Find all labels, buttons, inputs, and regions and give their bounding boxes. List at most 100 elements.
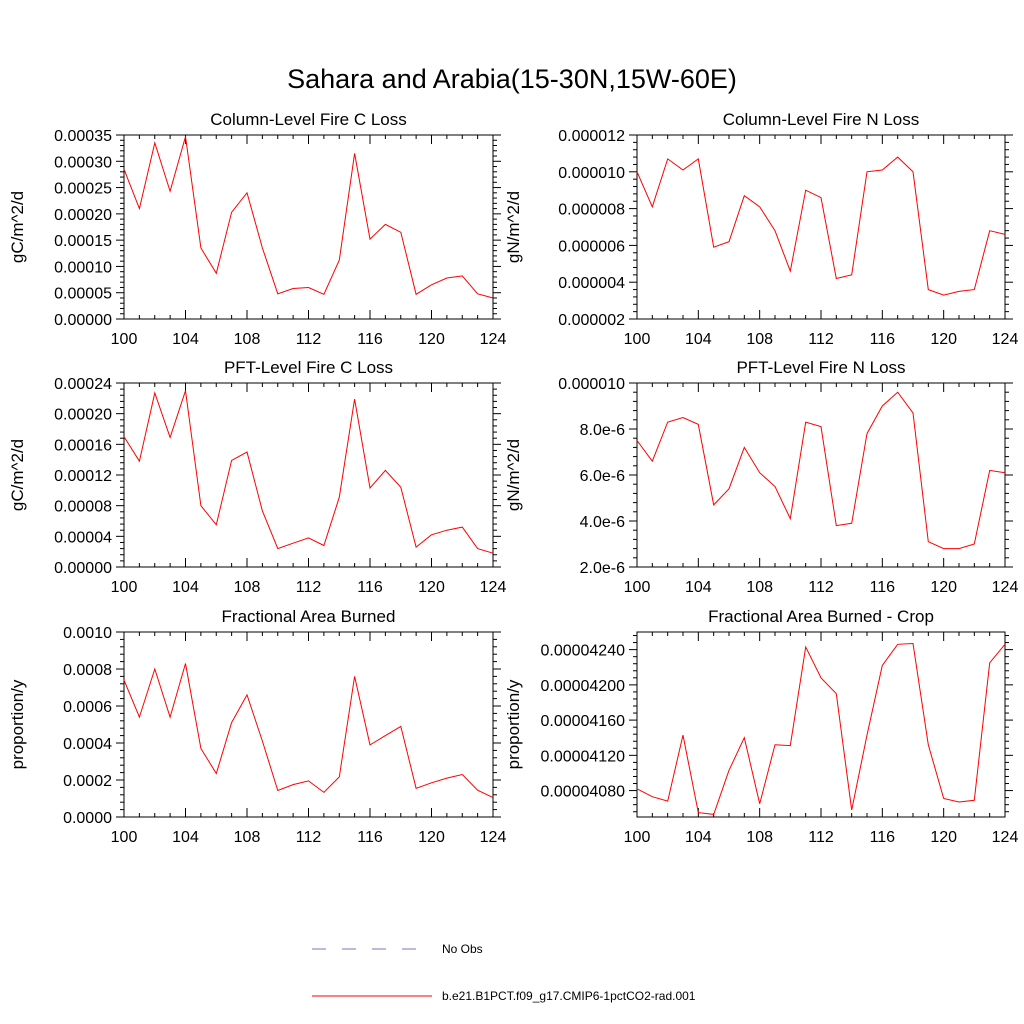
plot-frame — [636, 382, 1006, 568]
y-tick-label: 0.000002 — [558, 312, 625, 329]
x-tick-label: 108 — [234, 829, 261, 846]
legend-label-model: b.e21.B1PCT.f09_g17.CMIP6-1pctCO2-rad.00… — [442, 989, 696, 1003]
x-tick-label: 112 — [296, 829, 322, 846]
x-tick-label: 112 — [808, 829, 834, 846]
y-tick-label: 0.00004080 — [540, 784, 625, 801]
y-tick-label: 0.00000 — [54, 560, 112, 577]
plot-frame — [123, 631, 494, 818]
x-tick-label: 108 — [746, 331, 773, 348]
x-tick-label: 116 — [870, 331, 896, 348]
y-tick-label: 0.000010 — [558, 165, 625, 182]
y-tick-label: 0.0010 — [63, 625, 112, 642]
y-tick-label: 0.0002 — [63, 773, 112, 790]
x-tick-label: 120 — [418, 829, 445, 846]
x-tick-label: 124 — [992, 579, 1019, 596]
x-tick-label: 112 — [808, 579, 834, 596]
series-line — [123, 663, 494, 799]
y-axis-label: gC/m^2/d — [8, 191, 27, 263]
series-line — [123, 390, 494, 554]
y-tick-label: 0.00004240 — [540, 643, 625, 660]
y-tick-label: 0.00016 — [54, 437, 112, 454]
x-tick-label: 112 — [296, 579, 322, 596]
y-tick-label: 0.00010 — [54, 259, 112, 276]
x-tick-label: 112 — [808, 331, 834, 348]
x-tick-label: 124 — [480, 829, 507, 846]
y-tick-label: 0.00024 — [54, 376, 112, 393]
y-axis-label: gN/m^2/d — [504, 191, 523, 263]
series-line — [636, 156, 1006, 296]
y-tick-label: 0.00004 — [54, 529, 112, 546]
y-tick-label: 0.00035 — [54, 128, 112, 145]
panel-title: Column-Level Fire N Loss — [723, 110, 920, 129]
chart-panel-0: Column-Level Fire C Loss gC/m^2/d 100 104 10… — [8, 110, 506, 348]
x-tick-label: 116 — [357, 579, 383, 596]
y-tick-label: 0.0000 — [63, 810, 112, 827]
y-tick-label: 0.00020 — [54, 207, 112, 224]
panel-title: Column-Level Fire C Loss — [210, 110, 407, 129]
x-tick-label: 104 — [685, 331, 712, 348]
x-tick-label: 108 — [234, 331, 261, 348]
chart-panel-3: PFT-Level Fire N Loss gN/m^2/d 100 104 108 11… — [504, 358, 1018, 596]
legend-label-no-obs: No Obs — [442, 942, 483, 956]
chart-panel-2: PFT-Level Fire C Loss gC/m^2/d 100 104 108 11… — [8, 358, 506, 596]
x-tick-label: 108 — [234, 579, 261, 596]
x-tick-label: 124 — [992, 331, 1019, 348]
x-tick-label: 100 — [111, 579, 138, 596]
x-tick-label: 116 — [870, 829, 896, 846]
y-tick-label: 4.0e-6 — [580, 514, 625, 531]
y-axis-label: gN/m^2/d — [504, 439, 523, 511]
legend: No Obs b.e21.B1PCT.f09_g17.CMIP6-1pctCO2… — [312, 942, 696, 1003]
series-line — [636, 391, 1006, 550]
x-tick-label: 100 — [624, 331, 651, 348]
y-tick-label: 0.00000 — [54, 312, 112, 329]
y-tick-label: 0.00004200 — [540, 678, 625, 695]
panels: Column-Level Fire C Loss gC/m^2/d 100 104 10… — [8, 110, 1018, 846]
x-tick-label: 116 — [357, 829, 383, 846]
x-tick-label: 100 — [624, 829, 651, 846]
panel-title: Fractional Area Burned — [222, 607, 396, 626]
y-axis-label: gC/m^2/d — [8, 439, 27, 511]
y-tick-label: 0.000006 — [558, 238, 625, 255]
y-tick-label: 0.00025 — [54, 181, 112, 198]
y-tick-label: 0.0004 — [63, 736, 112, 753]
panel-title: PFT-Level Fire N Loss — [736, 358, 905, 377]
chart-panel-5: Fractional Area Burned - Crop proportion/… — [504, 607, 1018, 846]
y-tick-label: 0.00004160 — [540, 713, 625, 730]
x-tick-label: 100 — [111, 829, 138, 846]
plot-frame — [636, 134, 1006, 320]
chart-panel-4: Fractional Area Burned proportion/y 100 104… — [8, 607, 506, 846]
y-tick-label: 0.00008 — [54, 499, 112, 516]
x-tick-label: 124 — [480, 579, 507, 596]
x-tick-label: 108 — [746, 829, 773, 846]
x-tick-label: 120 — [418, 331, 445, 348]
x-tick-label: 120 — [930, 579, 957, 596]
plot-frame — [123, 134, 494, 320]
y-axis-label: proportion/y — [8, 679, 27, 769]
x-tick-label: 100 — [624, 579, 651, 596]
panel-title: Fractional Area Burned - Crop — [708, 607, 934, 626]
x-tick-label: 120 — [930, 829, 957, 846]
y-tick-label: 2.0e-6 — [580, 560, 625, 577]
y-tick-label: 0.00015 — [54, 233, 112, 250]
y-axis-label: proportion/y — [504, 679, 523, 769]
y-tick-label: 0.000008 — [558, 202, 625, 219]
x-tick-label: 100 — [111, 331, 138, 348]
x-tick-label: 104 — [172, 829, 199, 846]
series-line — [123, 136, 494, 299]
x-tick-label: 104 — [172, 331, 199, 348]
x-tick-label: 124 — [992, 829, 1019, 846]
y-tick-label: 0.00005 — [54, 286, 112, 303]
y-tick-label: 0.000010 — [558, 376, 625, 393]
x-tick-label: 112 — [296, 331, 322, 348]
y-tick-label: 8.0e-6 — [580, 422, 625, 439]
y-tick-label: 0.000004 — [558, 275, 625, 292]
x-tick-label: 116 — [870, 579, 896, 596]
x-tick-label: 120 — [930, 331, 957, 348]
y-tick-label: 0.00004120 — [540, 748, 625, 765]
y-tick-label: 0.000012 — [558, 128, 625, 145]
y-tick-label: 0.00030 — [54, 154, 112, 171]
y-tick-label: 0.00012 — [54, 468, 112, 485]
y-tick-label: 0.00020 — [54, 407, 112, 424]
x-tick-label: 104 — [172, 579, 199, 596]
